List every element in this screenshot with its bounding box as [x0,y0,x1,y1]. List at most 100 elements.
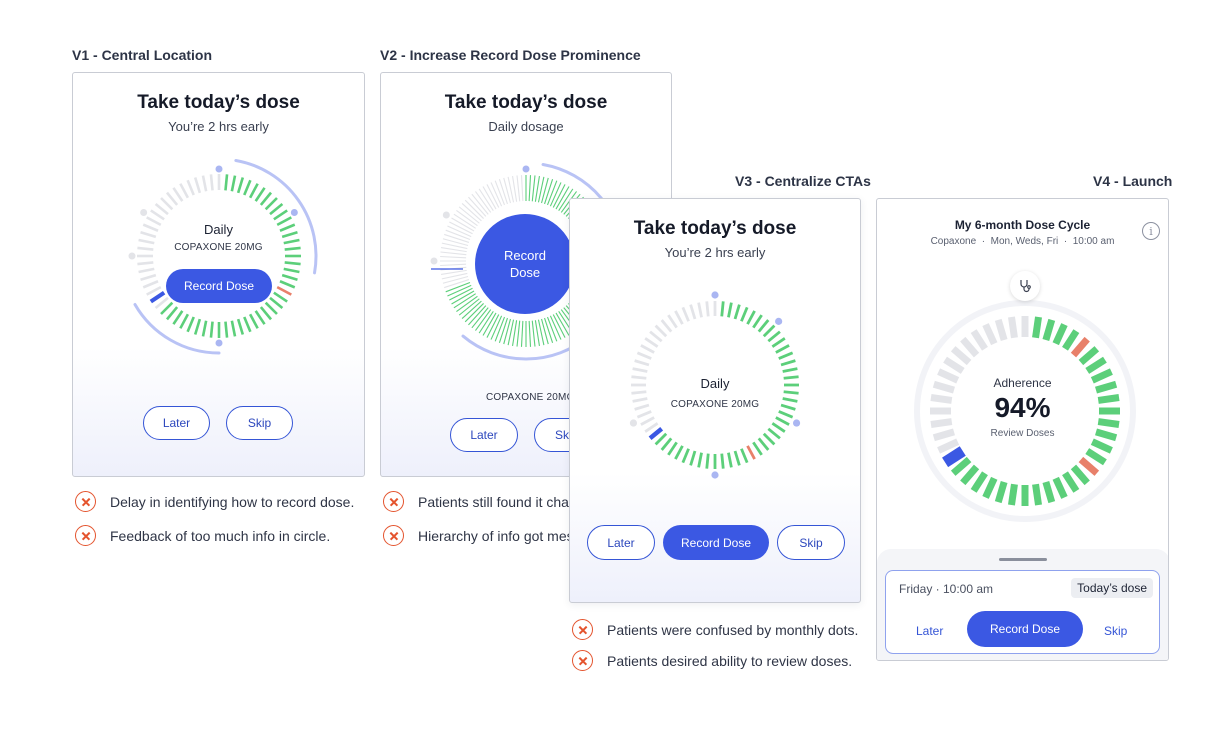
ring-tick [767,427,781,440]
ring-tick [631,390,647,395]
ring-tick [165,306,179,321]
ring-tick [138,267,155,274]
ring-tick [528,175,532,202]
v1-record-dose-button[interactable]: Record Dose [166,269,272,303]
ring-tick [507,176,515,203]
info-icon[interactable]: i [1142,222,1160,240]
ring-tick [689,450,697,466]
ring-tick [727,302,733,318]
ring-tick [644,422,659,433]
ring-tick [720,301,725,317]
v3-record-dose-button[interactable]: Record Dose [663,525,769,560]
ring-tick [453,293,476,309]
ring-tick [137,261,154,266]
v4-meta-sep-2: · [1063,236,1068,247]
v2-note-1: Patients still found it cha [383,491,569,512]
ring-tick [512,320,518,347]
ring-tick [440,247,467,253]
ring-tick [142,223,159,232]
v3-drug-name: COPAXONE 20MG [670,399,760,410]
ring-tick [932,380,955,394]
v4-record-dose-button[interactable]: Record Dose [967,611,1083,647]
ring-tick [930,418,953,428]
v4-dose-time: Friday · 10:00 am [899,582,994,596]
ring-tick [531,175,536,202]
month-dot [430,257,438,265]
ring-tick [762,432,776,446]
v3-note-1: Patients were confused by monthly dots. [572,619,858,640]
v2-note-2-text: Hierarchy of info got mes [418,527,574,544]
v4-review-doses-link[interactable]: Review Doses [990,428,1055,439]
progress-arc [234,158,318,275]
ring-tick [179,183,190,199]
v3-skip-button[interactable]: Skip [777,525,845,560]
v2-subtitle: Daily dosage [488,119,564,134]
ring-tick [705,453,710,469]
ring-tick [950,456,972,476]
ring-tick [172,310,184,325]
sheet-drag-handle[interactable] [999,558,1047,561]
ring-tick [720,453,725,469]
ring-tick [727,452,733,468]
ring-tick [544,317,554,343]
ring-tick [752,441,763,456]
ring-tick [1078,346,1100,366]
ring-tick [537,319,545,346]
v4-skip-button[interactable]: Skip [1104,624,1128,638]
ring-tick [503,177,512,204]
ring-tick [209,174,214,191]
ring-tick [254,187,266,202]
ring-tick [1095,428,1118,442]
ring-tick [149,290,166,304]
v1-skip-button[interactable]: Skip [226,406,293,440]
v3-later-button[interactable]: Later [587,525,655,560]
ring-tick [552,314,566,338]
ring-tick [264,197,278,211]
ring-tick [1052,476,1068,499]
ring-tick [752,314,763,329]
ring-tick [482,186,497,210]
v2-later-button[interactable]: Later [450,418,518,452]
ring-tick [783,390,799,395]
v4-meta-drug: Copaxone [930,236,977,247]
v1-drug-name: COPAXONE 20MG [174,242,263,253]
v3-note-2-text: Patients desired ability to review doses… [607,652,853,669]
v4-meta-sep-1: · [981,236,986,247]
ring-tick [960,336,980,358]
ring-tick [757,437,770,451]
ring-tick [440,269,467,275]
ring-tick [757,319,770,333]
ring-tick [269,202,284,216]
v1-later-button[interactable]: Later [143,406,210,440]
ring-tick [284,261,301,266]
ring-tick [150,209,165,221]
ring-tick [782,397,798,403]
ring-tick [453,213,476,229]
error-x-icon [75,491,96,512]
ring-tick [236,177,245,194]
v2-record-dose-button[interactable]: Record Dose [475,214,575,314]
ring-tick [482,312,497,336]
ring-tick [486,314,500,338]
ring-tick [1032,316,1042,339]
ring-tick [697,452,703,468]
ring-tick [209,321,214,338]
ring-tick [449,287,473,301]
v4-later-button[interactable]: Later [916,624,944,638]
ring-tick [771,422,786,433]
v4-dose-ring [914,300,1136,522]
ring-tick [279,223,296,232]
ring-tick [697,302,703,318]
ring-tick [507,319,515,346]
ring-tick [468,196,487,217]
ring-tick [503,318,512,345]
v3-note-2: Patients desired ability to review doses… [572,650,852,671]
v1-center-label: Daily [204,222,233,237]
ring-tick [445,229,471,241]
stethoscope-icon[interactable] [1010,271,1040,301]
ring-tick [440,263,467,267]
ring-tick [937,438,960,454]
ring-tick [534,320,540,347]
ring-tick [1090,368,1113,384]
ring-tick [471,193,489,215]
